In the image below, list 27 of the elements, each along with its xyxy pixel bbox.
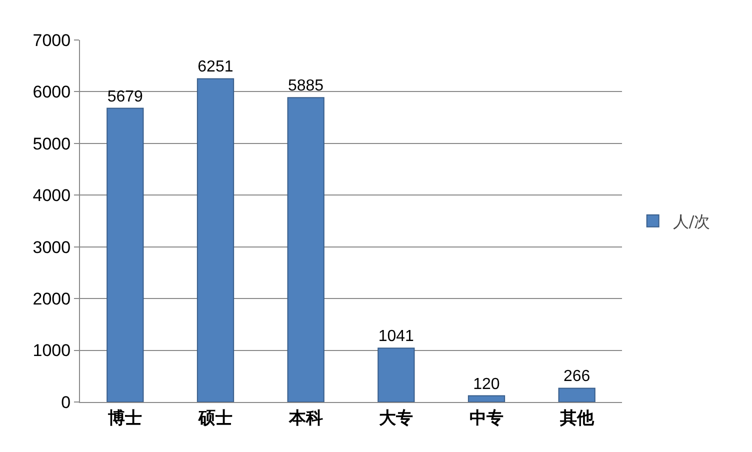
bar	[468, 395, 506, 402]
data-label: 6251	[198, 58, 234, 76]
bar	[287, 97, 324, 402]
bar	[106, 108, 144, 402]
x-tick-label: 硕士	[198, 408, 232, 428]
bar	[558, 388, 596, 402]
bar	[378, 348, 415, 402]
y-tick-label: 4000	[32, 186, 71, 206]
y-tick-label: 6000	[32, 82, 71, 102]
y-tick-label: 5000	[32, 134, 71, 154]
data-label: 266	[563, 368, 590, 386]
data-label: 5885	[288, 78, 324, 95]
x-tick-label: 本科	[288, 408, 323, 428]
x-tick-label: 博士	[107, 408, 142, 428]
y-tick-label: 2000	[32, 290, 71, 309]
y-tick-label: 7000	[32, 30, 71, 50]
data-label: 120	[473, 376, 500, 393]
y-tick-label: 1000	[32, 341, 71, 360]
x-tick-label: 大专	[379, 408, 414, 428]
y-tick-label: 3000	[32, 238, 71, 257]
data-label: 1041	[378, 328, 414, 346]
y-tick-label: 0	[61, 392, 71, 412]
bar	[196, 78, 234, 402]
x-tick-label: 中专	[470, 408, 504, 428]
x-tick-label: 其他	[558, 408, 595, 428]
data-label: 5679	[107, 88, 144, 106]
legend-label: 人/次	[672, 212, 710, 232]
